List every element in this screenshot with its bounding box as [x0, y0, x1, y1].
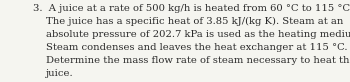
Text: Determine the mass flow rate of steam necessary to heat the: Determine the mass flow rate of steam ne…	[46, 56, 350, 65]
Text: juice.: juice.	[46, 69, 73, 78]
Text: The juice has a specific heat of 3.85 kJ/(kg K). Steam at an: The juice has a specific heat of 3.85 kJ…	[46, 17, 343, 26]
Text: absolute pressure of 202.7 kPa is used as the heating medium.: absolute pressure of 202.7 kPa is used a…	[46, 30, 350, 39]
Text: 3.  A juice at a rate of 500 kg/h is heated from 60 °C to 115 °C.: 3. A juice at a rate of 500 kg/h is heat…	[33, 4, 350, 13]
Text: Steam condenses and leaves the heat exchanger at 115 °C.: Steam condenses and leaves the heat exch…	[46, 43, 347, 52]
